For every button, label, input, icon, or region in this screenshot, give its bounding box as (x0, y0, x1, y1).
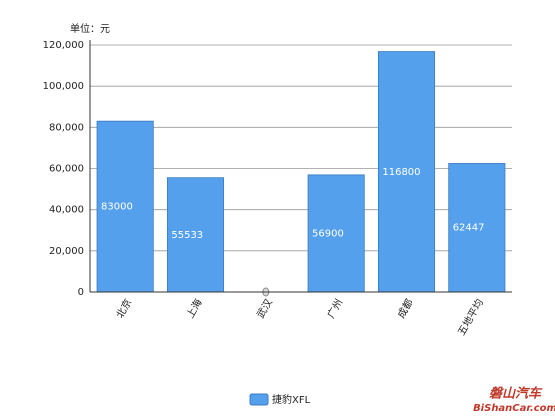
watermark: BiShanCar.com (473, 403, 555, 414)
y-tick-label: 120,000 (43, 40, 84, 51)
legend-label: 捷豹XFL (272, 393, 311, 406)
bar (96, 120, 154, 293)
x-tick-label: 五地平均 (455, 297, 486, 338)
y-tick-label: 0 (78, 287, 84, 298)
value-label: 62447 (453, 223, 485, 234)
x-tick-label: 武汉 (254, 297, 275, 321)
legend-swatch (249, 393, 269, 406)
x-tick-label: 成都 (395, 297, 415, 320)
bar (377, 51, 436, 293)
y-tick-label: 80,000 (49, 122, 84, 133)
x-tick-label: 上海 (183, 297, 204, 321)
value-label: 55533 (171, 230, 203, 241)
value-label: 83000 (101, 202, 133, 213)
unit-label: 单位：元 (70, 22, 110, 35)
bar (307, 174, 365, 293)
y-tick-label: 20,000 (49, 246, 84, 257)
x-tick-label: 广州 (325, 297, 345, 320)
y-tick-label: 40,000 (49, 205, 84, 216)
y-tick-label: 100,000 (43, 81, 84, 92)
watermark: 磐山汽车 (489, 386, 543, 402)
y-tick-label: 60,000 (49, 164, 84, 175)
bar (448, 163, 506, 293)
value-label: 116800 (382, 167, 420, 178)
value-label: 56900 (312, 228, 344, 239)
bar (166, 177, 225, 293)
x-tick-label: 北京 (113, 297, 134, 321)
